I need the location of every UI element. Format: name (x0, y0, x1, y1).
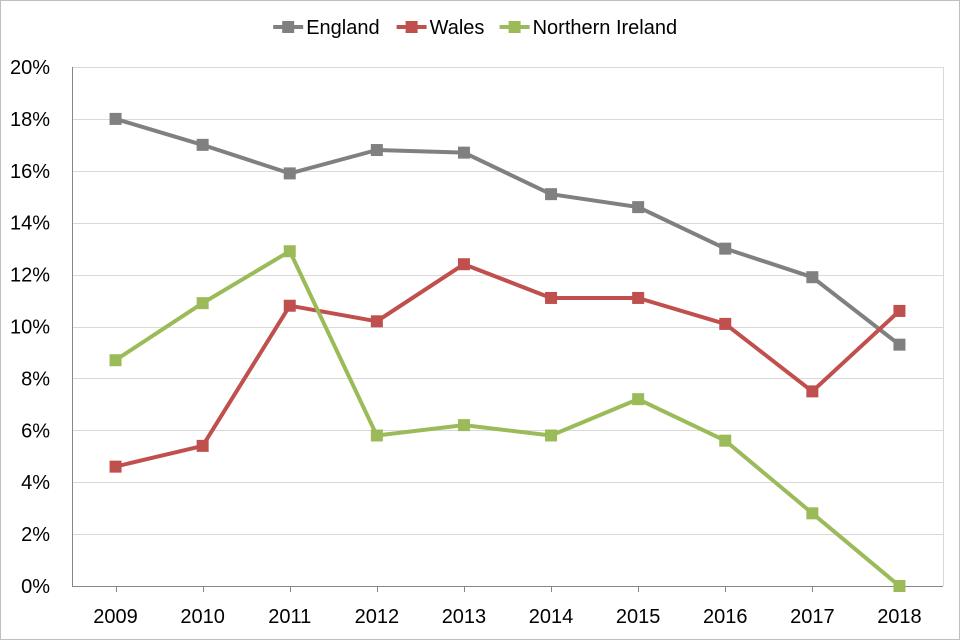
legend-swatch-marker (508, 21, 521, 33)
y-tick-label: 2% (21, 524, 50, 546)
data-point-england (196, 138, 209, 151)
y-tick-label: 18% (10, 109, 50, 131)
data-point-england (719, 242, 732, 255)
y-tick-label: 10% (10, 317, 50, 339)
series-northern-ireland (109, 245, 906, 592)
data-point-wales (283, 299, 296, 312)
data-point-wales (632, 291, 645, 304)
legend-item-wales: Wales (396, 17, 485, 39)
data-point-wales (806, 385, 819, 398)
y-tick-label: 6% (21, 420, 50, 442)
x-tick-label: 2018 (877, 606, 922, 628)
x-tick-label: 2016 (703, 606, 748, 628)
data-point-england (109, 112, 122, 125)
y-tick-label: 4% (21, 472, 50, 494)
legend-label: Northern Ireland (533, 17, 678, 39)
x-tick-label: 2012 (355, 606, 400, 628)
data-point-wales (545, 291, 558, 304)
data-point-england (370, 144, 383, 157)
data-point-northern-ireland (632, 393, 645, 406)
data-point-northern-ireland (196, 297, 209, 310)
data-point-northern-ireland (893, 580, 906, 592)
data-point-wales (370, 315, 383, 328)
x-tick-label: 2010 (180, 606, 225, 628)
y-tick-label: 14% (10, 213, 50, 235)
series-line-wales (113, 262, 902, 469)
data-point-wales (109, 460, 122, 473)
axes: 0% 2% 4% 6% 8% 10% 12% 14% 16% 18% 20% 2009 2010 2011… (10, 57, 943, 628)
data-point-england (893, 338, 906, 351)
data-point-england (457, 146, 470, 159)
y-tick-label: 8% (21, 368, 50, 390)
legend-swatch-marker (405, 21, 418, 33)
x-tick-label: 2013 (442, 606, 487, 628)
data-point-northern-ireland (370, 429, 383, 442)
x-tick-label: 2014 (529, 606, 574, 628)
data-point-wales (893, 304, 906, 317)
y-tick-label: 0% (21, 576, 50, 598)
data-point-wales (719, 317, 732, 330)
data-point-northern-ireland (109, 354, 122, 367)
data-point-northern-ireland (806, 507, 819, 520)
data-point-wales (196, 439, 209, 452)
data-point-england (545, 188, 558, 201)
data-point-england (806, 271, 819, 284)
data-point-northern-ireland (719, 434, 732, 447)
x-tick-label: 2017 (790, 606, 835, 628)
series-group (109, 112, 906, 592)
legend-label: Wales (430, 17, 485, 39)
x-tick-label: 2009 (93, 606, 138, 628)
series-line-northern-ireland (113, 249, 902, 588)
x-tick-label: 2015 (616, 606, 661, 628)
legend: England Wales Northern Ireland (273, 17, 677, 39)
legend-label: England (306, 17, 379, 39)
y-tick-label: 16% (10, 161, 50, 183)
legend-item-england: England (273, 17, 380, 39)
series-wales (109, 258, 906, 473)
series-england (109, 112, 906, 351)
data-point-northern-ireland (545, 429, 558, 442)
legend-item-northern-ireland: Northern Ireland (499, 17, 678, 39)
series-line-england (113, 116, 902, 347)
data-point-northern-ireland (283, 245, 296, 258)
data-point-northern-ireland (457, 419, 470, 432)
data-point-wales (457, 258, 470, 271)
x-tick-label: 2011 (268, 606, 311, 628)
legend-swatch-marker (282, 21, 295, 33)
y-tick-label: 20% (10, 57, 50, 79)
data-point-england (283, 167, 296, 180)
y-tick-label: 12% (10, 265, 50, 287)
data-point-england (632, 201, 645, 214)
